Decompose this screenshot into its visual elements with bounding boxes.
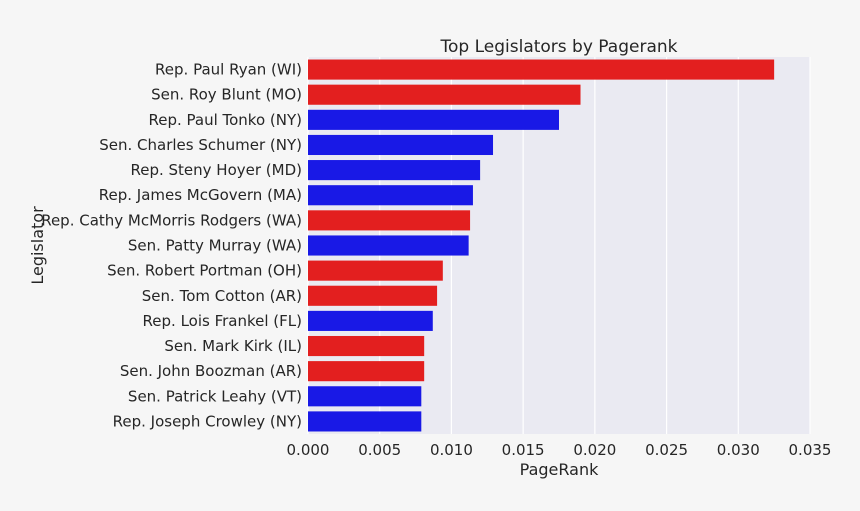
y-axis-title: Legislator — [28, 206, 47, 285]
bar — [308, 109, 559, 130]
category-label: Rep. Joseph Crowley (NY) — [113, 412, 302, 430]
bar — [308, 84, 581, 105]
category-label: Sen. Patty Murray (WA) — [128, 237, 302, 255]
bar — [308, 235, 469, 256]
category-label: Sen. Tom Cotton (AR) — [142, 287, 302, 305]
category-label: Sen. John Boozman (AR) — [120, 362, 302, 380]
category-label: Sen. Roy Blunt (MO) — [151, 86, 302, 104]
bar — [308, 210, 471, 231]
category-label: Rep. Paul Tonko (NY) — [148, 111, 302, 129]
category-label: Rep. Steny Hoyer (MD) — [130, 161, 302, 179]
bar — [308, 260, 443, 281]
x-tick-label: 0.035 — [789, 441, 832, 459]
x-tick-label: 0.020 — [573, 441, 616, 459]
category-label: Sen. Patrick Leahy (VT) — [128, 387, 302, 405]
category-label: Rep. Lois Frankel (FL) — [143, 312, 302, 330]
bar — [308, 411, 422, 432]
category-labels: Rep. Paul Ryan (WI) Sen. Roy Blunt (MO) Re… — [41, 61, 302, 431]
bar — [308, 185, 473, 206]
bar — [308, 335, 425, 357]
bar — [308, 134, 494, 156]
bars — [308, 59, 775, 432]
category-label: Rep. Paul Ryan (WI) — [155, 61, 302, 79]
bar — [308, 386, 422, 407]
category-label: Rep. James McGovern (MA) — [99, 186, 302, 204]
x-tick-label: 0.025 — [645, 441, 688, 459]
x-axis-title: PageRank — [520, 460, 599, 479]
bar — [308, 310, 433, 331]
x-tick-label: 0.010 — [430, 441, 473, 459]
bar — [308, 361, 425, 382]
category-label: Sen. Charles Schumer (NY) — [99, 136, 302, 154]
category-label: Sen. Mark Kirk (IL) — [164, 337, 302, 355]
x-tick-label: 0.005 — [358, 441, 401, 459]
category-label: Sen. Robert Portman (OH) — [107, 262, 302, 280]
chart-title: Top Legislators by Pagerank — [440, 37, 678, 57]
x-tick-label: 0.030 — [717, 441, 760, 459]
bar — [308, 160, 481, 181]
category-label: Rep. Cathy McMorris Rodgers (WA) — [41, 211, 302, 229]
bar — [308, 59, 775, 80]
x-tick-label: 0.015 — [502, 441, 545, 459]
x-tick-label: 0.000 — [287, 441, 330, 459]
bar — [308, 285, 438, 306]
x-tick-labels: 0.000 0.005 0.010 0.015 0.020 0.025 0.030 0.035 — [287, 441, 832, 459]
